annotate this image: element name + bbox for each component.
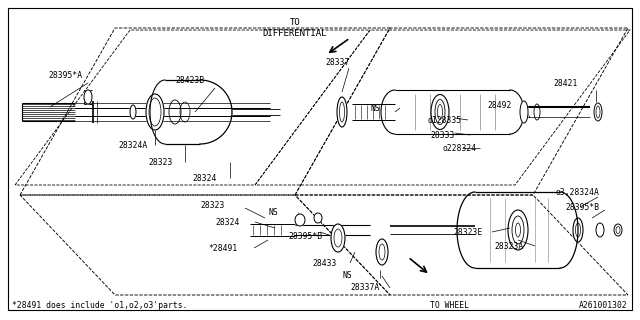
Text: o128335: o128335: [427, 116, 461, 124]
Text: NS: NS: [268, 207, 278, 217]
Text: 28324: 28324: [215, 218, 239, 227]
Text: 28324A: 28324A: [118, 140, 147, 149]
Ellipse shape: [596, 223, 604, 237]
Ellipse shape: [520, 101, 528, 123]
Ellipse shape: [130, 105, 136, 119]
Text: *28491 does include 'o1,o2,o3'parts.: *28491 does include 'o1,o2,o3'parts.: [12, 300, 188, 309]
Text: DIFFERENTIAL: DIFFERENTIAL: [263, 28, 327, 37]
Text: *28491: *28491: [208, 244, 237, 252]
Ellipse shape: [314, 213, 322, 223]
Ellipse shape: [295, 214, 305, 226]
Text: o228324: o228324: [442, 143, 476, 153]
Ellipse shape: [84, 90, 92, 104]
Text: 28395*A: 28395*A: [48, 70, 82, 79]
Text: 28421: 28421: [553, 78, 577, 87]
Ellipse shape: [376, 239, 388, 265]
Text: NS: NS: [342, 271, 352, 281]
Text: 28337A: 28337A: [350, 284, 380, 292]
Text: 28423B: 28423B: [175, 76, 204, 84]
Ellipse shape: [594, 103, 602, 121]
Text: NS: NS: [370, 103, 380, 113]
Text: 28333: 28333: [430, 131, 454, 140]
Ellipse shape: [146, 94, 164, 130]
Text: 28323A: 28323A: [494, 242, 524, 251]
Ellipse shape: [614, 224, 622, 236]
Text: A261001302: A261001302: [579, 300, 628, 309]
Text: 28492: 28492: [487, 100, 511, 109]
Ellipse shape: [337, 97, 347, 127]
Text: 28395*B: 28395*B: [565, 203, 599, 212]
Text: 28323: 28323: [200, 201, 225, 210]
Text: 28323E: 28323E: [453, 228, 483, 236]
Ellipse shape: [573, 218, 583, 242]
Text: TO: TO: [290, 18, 300, 27]
Text: o3,28324A: o3,28324A: [555, 188, 599, 196]
Ellipse shape: [331, 224, 345, 252]
Text: 28324: 28324: [192, 173, 216, 182]
Text: 28433: 28433: [312, 259, 337, 268]
Text: TO WHEEL: TO WHEEL: [430, 300, 469, 309]
Text: 28337: 28337: [325, 58, 349, 67]
Text: 28323: 28323: [148, 157, 172, 166]
Text: 28395*B: 28395*B: [288, 231, 322, 241]
